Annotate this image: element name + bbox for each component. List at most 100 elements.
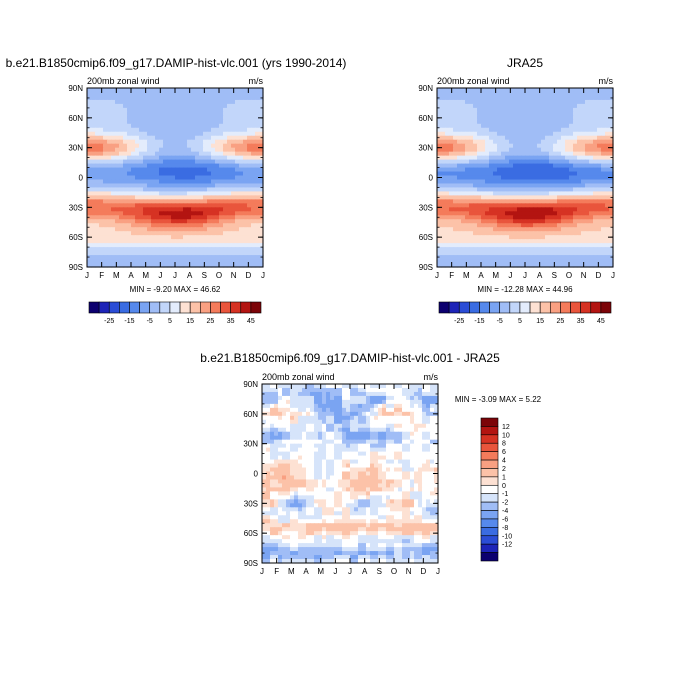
field-cell bbox=[223, 207, 228, 212]
field-cell bbox=[589, 195, 594, 200]
field-cell bbox=[605, 243, 610, 248]
field-cell bbox=[449, 219, 454, 224]
field-cell bbox=[549, 111, 554, 117]
field-cell bbox=[135, 247, 140, 252]
field-cell bbox=[139, 235, 144, 240]
field-cell bbox=[406, 423, 411, 429]
field-cell bbox=[453, 219, 458, 224]
field-cell bbox=[573, 163, 578, 169]
field-cell bbox=[155, 207, 160, 212]
field-cell bbox=[457, 107, 462, 113]
field-cell bbox=[545, 95, 550, 101]
field-cell bbox=[469, 107, 474, 113]
field-cell bbox=[278, 391, 283, 397]
field-cell bbox=[382, 443, 387, 449]
field-cell bbox=[334, 395, 339, 401]
field-cell bbox=[135, 167, 140, 173]
field-cell bbox=[382, 423, 387, 429]
field-cell bbox=[473, 259, 478, 264]
field-cell bbox=[175, 227, 180, 232]
field-cell bbox=[593, 235, 598, 240]
field-cell bbox=[509, 155, 514, 161]
field-cell bbox=[525, 195, 530, 200]
field-cell bbox=[207, 203, 212, 208]
field-cell bbox=[239, 167, 244, 173]
field-cell bbox=[294, 407, 299, 413]
field-cell bbox=[517, 211, 522, 216]
field-cell bbox=[581, 95, 586, 101]
field-cell bbox=[215, 223, 220, 228]
field-cell bbox=[577, 167, 582, 173]
field-cell bbox=[437, 223, 442, 228]
field-cell bbox=[286, 384, 291, 389]
field-cell bbox=[541, 147, 546, 153]
field-cell bbox=[155, 127, 160, 133]
field-cell bbox=[219, 255, 224, 260]
field-cell bbox=[171, 147, 176, 153]
field-cell bbox=[219, 163, 224, 169]
field-cell bbox=[346, 443, 351, 449]
field-cell bbox=[334, 387, 339, 393]
field-cell bbox=[135, 159, 140, 165]
field-cell bbox=[477, 235, 482, 240]
field-cell bbox=[131, 119, 136, 125]
field-cell bbox=[605, 103, 610, 109]
field-cell bbox=[505, 263, 510, 268]
field-cell bbox=[601, 175, 606, 181]
field-cell bbox=[123, 195, 128, 200]
field-cell bbox=[342, 403, 347, 409]
field-cell bbox=[394, 439, 399, 445]
field-cell bbox=[322, 451, 327, 457]
field-cell bbox=[497, 143, 502, 149]
field-cell bbox=[457, 111, 462, 117]
field-cell bbox=[207, 199, 212, 204]
field-cell bbox=[247, 219, 252, 224]
field-cell bbox=[255, 143, 260, 149]
field-cell bbox=[549, 207, 554, 212]
field-cell bbox=[521, 119, 526, 125]
panel-model-right-label: m/s bbox=[249, 76, 264, 86]
field-cell bbox=[171, 123, 176, 129]
field-cell bbox=[139, 203, 144, 208]
field-cell bbox=[441, 151, 446, 157]
field-cell bbox=[270, 447, 275, 453]
field-cell bbox=[601, 211, 606, 216]
field-cell bbox=[481, 95, 486, 101]
field-cell bbox=[465, 231, 470, 236]
field-cell bbox=[505, 175, 510, 181]
field-cell bbox=[163, 243, 168, 248]
field-cell bbox=[191, 195, 196, 200]
field-cell bbox=[262, 435, 267, 441]
field-cell bbox=[605, 143, 610, 149]
field-cell bbox=[266, 439, 271, 445]
field-cell bbox=[398, 431, 403, 437]
field-cell bbox=[461, 195, 466, 200]
field-cell bbox=[203, 199, 208, 204]
field-cell bbox=[461, 247, 466, 252]
field-cell bbox=[199, 195, 204, 200]
field-cell bbox=[167, 231, 172, 236]
field-cell bbox=[107, 175, 112, 181]
field-cell bbox=[509, 243, 514, 248]
field-cell bbox=[485, 215, 490, 220]
field-cell bbox=[131, 103, 136, 109]
field-cell bbox=[609, 251, 614, 256]
y-tick-label: 0 bbox=[79, 174, 84, 183]
field-cell bbox=[390, 443, 395, 449]
field-cell bbox=[103, 179, 108, 185]
field-cell bbox=[211, 135, 216, 141]
field-cell bbox=[601, 127, 606, 133]
field-cell bbox=[457, 151, 462, 157]
field-cell bbox=[326, 387, 331, 393]
field-cell bbox=[533, 183, 538, 189]
field-cell bbox=[239, 147, 244, 153]
field-cell bbox=[135, 203, 140, 208]
field-cell bbox=[581, 171, 586, 177]
field-cell bbox=[581, 115, 586, 121]
field-cell bbox=[286, 403, 291, 409]
field-cell bbox=[151, 255, 156, 260]
field-cell bbox=[561, 171, 566, 177]
field-cell bbox=[298, 403, 303, 409]
field-cell bbox=[497, 187, 502, 193]
field-cell bbox=[159, 95, 164, 101]
